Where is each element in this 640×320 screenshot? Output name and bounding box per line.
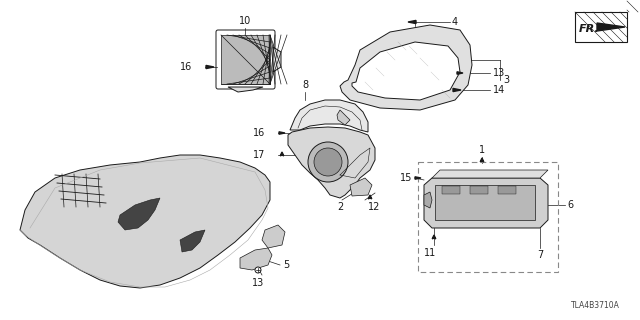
Text: 1: 1 bbox=[479, 145, 485, 155]
Text: 11: 11 bbox=[424, 248, 436, 258]
Polygon shape bbox=[350, 178, 372, 196]
Polygon shape bbox=[340, 25, 472, 110]
Polygon shape bbox=[480, 158, 484, 162]
Polygon shape bbox=[273, 47, 281, 72]
FancyBboxPatch shape bbox=[575, 12, 627, 42]
Polygon shape bbox=[432, 235, 436, 239]
Bar bbox=[221, 35, 270, 84]
Polygon shape bbox=[279, 132, 285, 134]
Polygon shape bbox=[424, 192, 432, 208]
Text: 10: 10 bbox=[239, 16, 251, 26]
Bar bbox=[470, 186, 488, 194]
Polygon shape bbox=[20, 155, 270, 288]
Text: 6: 6 bbox=[567, 200, 573, 210]
Polygon shape bbox=[597, 23, 625, 31]
Text: 13: 13 bbox=[493, 68, 505, 78]
Polygon shape bbox=[240, 248, 272, 270]
Text: 13: 13 bbox=[252, 278, 264, 288]
Text: FR.: FR. bbox=[579, 23, 600, 34]
Bar bbox=[418, 162, 558, 272]
Bar bbox=[435, 185, 535, 220]
Bar bbox=[498, 186, 516, 194]
Polygon shape bbox=[180, 230, 205, 252]
Text: 2: 2 bbox=[337, 202, 343, 212]
Polygon shape bbox=[206, 65, 214, 68]
Text: 5: 5 bbox=[283, 260, 289, 270]
Text: 16: 16 bbox=[180, 62, 192, 72]
Polygon shape bbox=[280, 152, 284, 156]
Polygon shape bbox=[408, 20, 416, 24]
Polygon shape bbox=[337, 110, 350, 125]
Polygon shape bbox=[118, 198, 160, 230]
Polygon shape bbox=[424, 178, 548, 228]
Circle shape bbox=[255, 267, 261, 273]
FancyBboxPatch shape bbox=[216, 30, 275, 89]
Polygon shape bbox=[288, 127, 375, 198]
Circle shape bbox=[314, 148, 342, 176]
Polygon shape bbox=[290, 100, 368, 132]
Text: TLA4B3710A: TLA4B3710A bbox=[571, 301, 620, 310]
Text: 7: 7 bbox=[537, 250, 543, 260]
Circle shape bbox=[308, 142, 348, 182]
Polygon shape bbox=[415, 177, 421, 179]
Polygon shape bbox=[352, 42, 460, 100]
Polygon shape bbox=[368, 195, 372, 199]
Text: 14: 14 bbox=[493, 85, 505, 95]
Text: 8: 8 bbox=[302, 80, 308, 90]
Text: 16: 16 bbox=[253, 128, 265, 138]
Polygon shape bbox=[228, 87, 263, 92]
Polygon shape bbox=[432, 170, 548, 178]
Text: 12: 12 bbox=[368, 202, 380, 212]
Polygon shape bbox=[262, 225, 285, 248]
Polygon shape bbox=[453, 88, 461, 92]
Text: 15: 15 bbox=[399, 173, 412, 183]
Text: 3: 3 bbox=[503, 75, 509, 85]
Bar bbox=[442, 186, 460, 194]
Text: 17: 17 bbox=[253, 150, 265, 160]
Text: 4: 4 bbox=[452, 17, 458, 27]
Polygon shape bbox=[457, 72, 463, 74]
